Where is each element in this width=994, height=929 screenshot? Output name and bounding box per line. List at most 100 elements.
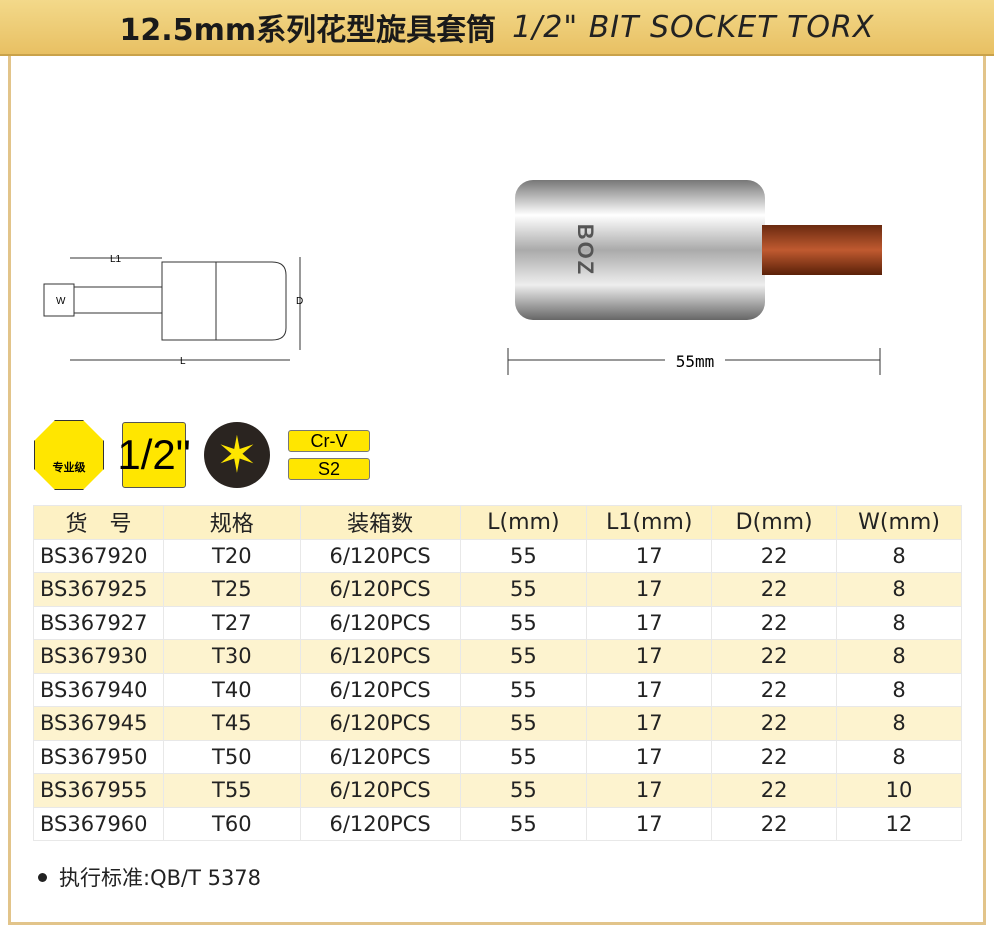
- table-cell: 17: [586, 538, 713, 573]
- table-cell: T60: [162, 806, 301, 841]
- table-cell: 8: [836, 739, 962, 774]
- column-header: L1(mm): [586, 505, 713, 540]
- table-cell: BS367960: [33, 806, 164, 841]
- table-cell: 22: [711, 538, 838, 573]
- table-cell: 8: [836, 538, 962, 573]
- table-cell: 55: [459, 773, 588, 808]
- table-row: BS367960 T60 6/120PCS 55 17 22 12: [33, 806, 962, 841]
- material-crv: Cr-V: [288, 430, 370, 452]
- table-cell: 22: [711, 706, 838, 741]
- table-cell: BS367950: [33, 739, 164, 774]
- spec-table: 货 号规格 装箱数 L(mm) L1(mm) D(mm) W(mm) BS367920 T2…: [33, 505, 962, 841]
- material-s2: S2: [288, 458, 370, 480]
- brand-logo: BOZ: [573, 224, 598, 276]
- drive-size-badge: 1/2": [117, 422, 191, 488]
- header-row: 货 号规格 装箱数 L(mm) L1(mm) D(mm) W(mm): [33, 505, 962, 540]
- bullet-icon: [38, 872, 47, 882]
- table-cell: 6/120PCS: [299, 773, 461, 808]
- table-cell: BS367925: [33, 572, 164, 607]
- table-cell: 55: [459, 739, 588, 774]
- table-cell: 55: [459, 639, 588, 674]
- table-cell: T25: [162, 572, 301, 607]
- table-cell: 55: [459, 538, 588, 573]
- title-chinese: 12.5mm系列花型旋具套筒: [119, 13, 497, 48]
- table-cell: 6/120PCS: [299, 639, 461, 674]
- table-cell: 6/120PCS: [299, 572, 461, 607]
- table-cell: 55: [459, 605, 588, 640]
- table-cell: 17: [586, 773, 713, 808]
- title-english: 1/2" BIT SOCKET TORX: [512, 9, 875, 45]
- column-header: W(mm): [836, 505, 962, 540]
- table-cell: BS367945: [33, 706, 164, 741]
- table-cell: T45: [162, 706, 301, 741]
- dimension-55mm: 55mm: [676, 352, 715, 371]
- table-row: BS367927 T27 6/120PCS 55 17 22 8: [33, 605, 962, 640]
- table-cell: 22: [711, 572, 838, 607]
- table-cell: 6/120PCS: [299, 706, 461, 741]
- label-l: L: [180, 356, 186, 367]
- table-row: BS367940 T40 6/120PCS 55 17 22 8: [33, 672, 962, 707]
- table-row: BS367925 T25 6/120PCS 55 17 22 8: [33, 572, 962, 607]
- table-cell: BS367940: [33, 672, 164, 707]
- column-header: 装箱数: [299, 505, 461, 540]
- table-cell: 22: [711, 605, 838, 640]
- table-cell: 6/120PCS: [299, 605, 461, 640]
- table-cell: 6/120PCS: [299, 806, 461, 841]
- frame: [8, 56, 986, 925]
- product-photo: BOZ 55mm: [507, 180, 882, 375]
- table-cell: 6/120PCS: [299, 672, 461, 707]
- table-cell: 8: [836, 706, 962, 741]
- table-cell: 17: [586, 572, 713, 607]
- table-cell: 22: [711, 672, 838, 707]
- professional-label: 专业级: [52, 461, 86, 474]
- table-cell: T40: [162, 672, 301, 707]
- table-row: BS367930 T30 6/120PCS 55 17 22 8: [33, 639, 962, 674]
- table-row: BS367950 T50 6/120PCS 55 17 22 8: [33, 739, 962, 774]
- table-cell: BS367927: [33, 605, 164, 640]
- table-cell: 6/120PCS: [299, 739, 461, 774]
- table-cell: BS367920: [33, 538, 164, 573]
- table-cell: 55: [459, 706, 588, 741]
- table-row: BS367945 T45 6/120PCS 55 17 22 8: [33, 706, 962, 741]
- table-cell: BS367955: [33, 773, 164, 808]
- table-cell: 55: [459, 572, 588, 607]
- column-header: 规格: [162, 505, 301, 540]
- table-cell: 17: [586, 639, 713, 674]
- label-w: W: [56, 296, 66, 307]
- material-badges: Cr-V S2: [288, 430, 370, 480]
- standard-text: 执行标准:QB/T 5378: [59, 866, 262, 890]
- professional-badge: 专业级: [34, 420, 104, 490]
- column-header: D(mm): [711, 505, 838, 540]
- table-cell: 55: [459, 806, 588, 841]
- column-header: L(mm): [459, 505, 588, 540]
- table-cell: T55: [162, 773, 301, 808]
- table-cell: 6/120PCS: [299, 538, 461, 573]
- table-cell: 17: [586, 672, 713, 707]
- table-cell: 55: [459, 672, 588, 707]
- table-cell: 22: [711, 639, 838, 674]
- table-row: BS367920 T20 6/120PCS 55 17 22 8: [33, 538, 962, 573]
- table-cell: 17: [586, 806, 713, 841]
- table-cell: 17: [586, 739, 713, 774]
- column-header: 货 号: [33, 505, 164, 540]
- table-cell: 8: [836, 605, 962, 640]
- table-cell: 22: [711, 739, 838, 774]
- table-cell: 8: [836, 572, 962, 607]
- torx-star-icon: ✶: [204, 422, 270, 488]
- table-cell: 22: [711, 773, 838, 808]
- feature-badges: 专业级 1/2" ✶ Cr-V S2: [34, 420, 370, 490]
- table-cell: T20: [162, 538, 301, 573]
- table-cell: 17: [586, 706, 713, 741]
- table-cell: T27: [162, 605, 301, 640]
- table-row: BS367955 T55 6/120PCS 55 17 22 10: [33, 773, 962, 808]
- label-d: D: [296, 296, 303, 307]
- table-cell: BS367930: [33, 639, 164, 674]
- label-l1: L1: [110, 254, 122, 265]
- table-cell: T30: [162, 639, 301, 674]
- standard-note: 执行标准:QB/T 5378: [38, 862, 261, 892]
- table-cell: 17: [586, 605, 713, 640]
- table-cell: 12: [836, 806, 962, 841]
- table-cell: 10: [836, 773, 962, 808]
- table-cell: 8: [836, 639, 962, 674]
- table-cell: 22: [711, 806, 838, 841]
